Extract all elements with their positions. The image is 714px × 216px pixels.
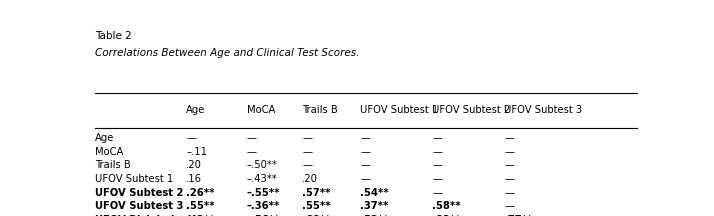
Text: .77**: .77** — [504, 215, 533, 216]
Text: Age: Age — [95, 133, 114, 143]
Text: —: — — [302, 147, 312, 157]
Text: UFOV Subtest 3: UFOV Subtest 3 — [95, 201, 183, 211]
Text: —: — — [247, 133, 257, 143]
Text: UFOV Subtest 1: UFOV Subtest 1 — [361, 105, 438, 115]
Text: —: — — [504, 133, 514, 143]
Text: —: — — [504, 174, 514, 184]
Text: —: — — [302, 133, 312, 143]
Text: MoCA: MoCA — [95, 147, 123, 157]
Text: UFOV Subtest 1: UFOV Subtest 1 — [95, 174, 173, 184]
Text: —: — — [504, 188, 514, 198]
Text: UFOV Subtest 2: UFOV Subtest 2 — [433, 105, 511, 115]
Text: —: — — [433, 174, 443, 184]
Text: —: — — [361, 174, 371, 184]
Text: —: — — [433, 160, 443, 170]
Text: —: — — [433, 147, 443, 157]
Text: .16: .16 — [186, 174, 202, 184]
Text: —: — — [504, 160, 514, 170]
Text: —: — — [361, 160, 371, 170]
Text: .20: .20 — [302, 174, 318, 184]
Text: —: — — [433, 188, 443, 198]
Text: —: — — [361, 147, 371, 157]
Text: –.11: –.11 — [186, 147, 207, 157]
Text: .58**: .58** — [433, 201, 461, 211]
Text: .54**: .54** — [361, 188, 389, 198]
Text: MoCA: MoCA — [247, 105, 276, 115]
Text: Table 2: Table 2 — [95, 31, 131, 41]
Text: .55**: .55** — [302, 201, 331, 211]
Text: —: — — [433, 133, 443, 143]
Text: .55**: .55** — [186, 201, 215, 211]
Text: –.56**: –.56** — [247, 215, 281, 216]
Text: .20: .20 — [186, 160, 202, 170]
Text: —: — — [504, 147, 514, 157]
Text: .53**: .53** — [361, 215, 389, 216]
Text: —: — — [361, 133, 371, 143]
Text: .37**: .37** — [361, 201, 388, 211]
Text: —: — — [504, 201, 514, 211]
Text: Trails B: Trails B — [302, 105, 338, 115]
Text: UFOV Risk Index¹: UFOV Risk Index¹ — [95, 215, 192, 216]
Text: –.43**: –.43** — [247, 174, 278, 184]
Text: .57**: .57** — [302, 188, 331, 198]
Text: .42**: .42** — [186, 215, 215, 216]
Text: Age: Age — [186, 105, 206, 115]
Text: —: — — [186, 133, 196, 143]
Text: –.55**: –.55** — [247, 188, 281, 198]
Text: Correlations Between Age and Clinical Test Scores.: Correlations Between Age and Clinical Te… — [95, 48, 359, 58]
Text: UFOV Subtest 3: UFOV Subtest 3 — [504, 105, 583, 115]
Text: .83**: .83** — [433, 215, 461, 216]
Text: –.36**: –.36** — [247, 201, 281, 211]
Text: .26**: .26** — [186, 188, 215, 198]
Text: –.50**: –.50** — [247, 160, 278, 170]
Text: —: — — [247, 147, 257, 157]
Text: .60**: .60** — [302, 215, 331, 216]
Text: Trails B: Trails B — [95, 160, 131, 170]
Text: UFOV Subtest 2: UFOV Subtest 2 — [95, 188, 183, 198]
Text: —: — — [302, 160, 312, 170]
